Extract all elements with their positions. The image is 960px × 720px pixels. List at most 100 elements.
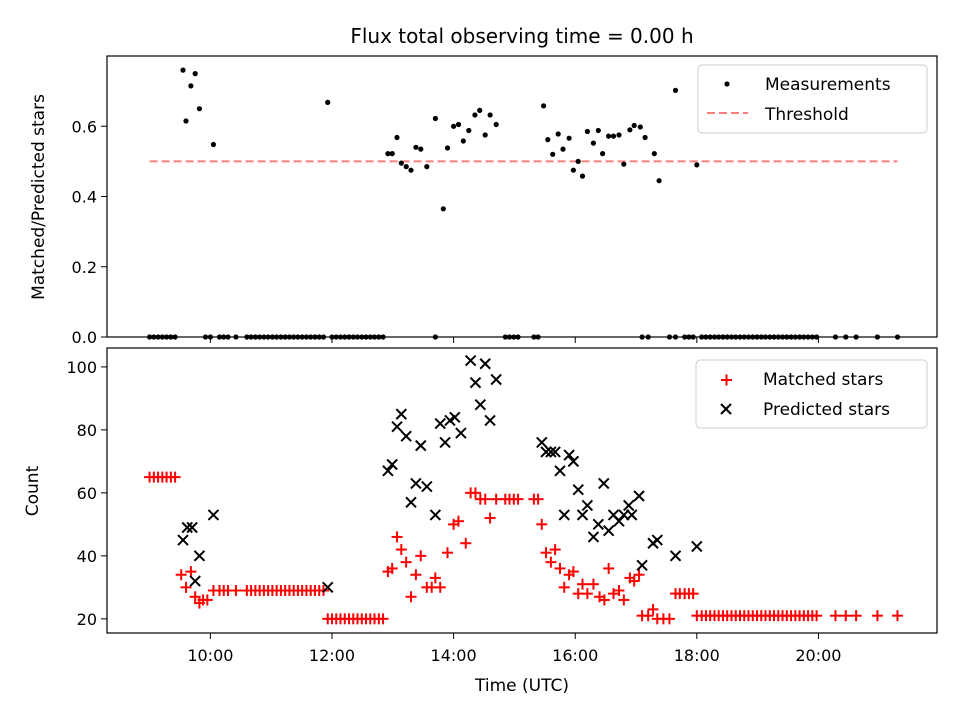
- legend-frame: [695, 359, 928, 429]
- upper-y-axis-label: Matched/Predicted stars: [29, 94, 49, 300]
- predicted-star-point: [189, 575, 201, 587]
- matched-star-point: [180, 581, 192, 593]
- matched-star-point: [479, 493, 491, 505]
- matched-star-point: [554, 562, 566, 574]
- predicted-star-point: [429, 509, 442, 521]
- legend-label-predicted: Predicted stars: [763, 400, 890, 420]
- predicted-star-point: [410, 477, 422, 490]
- measurement-point: [444, 145, 451, 151]
- matched-star-point: [891, 610, 903, 622]
- x-tick-label: 14:00: [431, 646, 477, 665]
- matched-star-point: [577, 578, 589, 590]
- measurement-point: [651, 151, 657, 157]
- y-tick-label: 0.6: [72, 117, 97, 136]
- measurement-point: [642, 134, 648, 141]
- x-tick-label: 12:00: [309, 646, 355, 665]
- predicted-star-point: [322, 581, 334, 594]
- measurement-point: [627, 127, 633, 133]
- matched-star-point: [840, 610, 852, 622]
- measurement-point: [584, 128, 591, 135]
- measurement-point: [385, 151, 391, 157]
- measurement-point: [466, 127, 472, 134]
- predicted-star-point: [554, 465, 566, 477]
- measurement-point: [550, 151, 556, 157]
- chart-title: Flux total observing time = 0.00 h: [350, 24, 693, 48]
- x-tick-label: 18:00: [674, 646, 720, 665]
- lower-legend: Matched stars Predicted stars: [695, 359, 928, 429]
- predicted-star-point: [474, 398, 487, 411]
- matched-star-point: [613, 584, 625, 596]
- matched-star-point: [558, 581, 570, 593]
- matched-star-point: [829, 610, 841, 622]
- matched-star-point: [442, 547, 454, 559]
- measurement-point: [487, 112, 493, 118]
- matched-star-point: [400, 556, 412, 568]
- matched-star-point: [871, 610, 883, 622]
- matched-star-point: [230, 584, 242, 596]
- measurement-point: [192, 71, 198, 77]
- matched-star-point: [391, 531, 403, 543]
- predicted-star-point: [576, 509, 589, 521]
- measurement-point: [595, 127, 601, 134]
- matched-star-point: [642, 610, 654, 622]
- predicted-star-point: [592, 518, 605, 531]
- measurement-point: [637, 124, 643, 130]
- measurement-point: [210, 141, 216, 148]
- predicted-star-point: [455, 427, 467, 439]
- predicted-star-point: [391, 421, 403, 433]
- measurement-point: [656, 178, 662, 184]
- y-tick-label: 0.0: [72, 328, 97, 347]
- predicted-star-point: [207, 509, 220, 521]
- x-tick-label: 20:00: [795, 646, 841, 665]
- legend-marker-predicted: [720, 403, 732, 415]
- measurement-point: [600, 151, 606, 157]
- legend-marker-measurements: [724, 81, 730, 87]
- measurement-point: [440, 206, 446, 212]
- upper-plot-frame: [106, 55, 938, 338]
- matched-star-point: [647, 603, 659, 615]
- measurement-point: [560, 146, 566, 152]
- measurement-point: [180, 67, 186, 73]
- measurement-point: [432, 115, 438, 122]
- predicted-star-point: [193, 550, 206, 562]
- stars-series: [144, 354, 903, 625]
- matched-star-point: [549, 544, 561, 556]
- predicted-star-point: [581, 499, 594, 512]
- predicted-star-point: [382, 465, 394, 477]
- measurement-point: [566, 135, 572, 141]
- matched-star-point: [189, 591, 201, 603]
- predicted-star-point: [386, 458, 398, 471]
- matched-star-point: [633, 569, 645, 581]
- measurement-point: [389, 151, 395, 157]
- matched-star-point: [811, 610, 823, 622]
- measurement-point: [403, 164, 409, 170]
- matched-star-point: [386, 562, 398, 574]
- matched-star-point: [540, 547, 552, 559]
- y-tick-label: 40: [77, 547, 97, 566]
- predicted-star-point: [177, 534, 189, 546]
- predicted-star-point: [623, 499, 635, 512]
- matched-star-point: [545, 556, 557, 568]
- matched-star-point: [512, 493, 524, 505]
- predicted-star-point: [484, 414, 496, 427]
- predicted-star-point: [572, 484, 584, 496]
- predicted-star-point: [405, 496, 417, 509]
- predicted-star-point: [490, 373, 502, 386]
- measurement-point: [398, 160, 404, 166]
- measurement-point: [631, 122, 637, 129]
- predicted-star-point: [669, 550, 682, 562]
- measurement-point: [672, 87, 679, 93]
- measurement-point: [394, 134, 400, 141]
- matched-star-point: [628, 575, 640, 587]
- matched-star-point: [687, 588, 699, 600]
- matched-star-point: [434, 581, 446, 593]
- predicted-star-point: [651, 534, 664, 546]
- predicted-star-point: [636, 559, 648, 571]
- matched-star-point: [663, 613, 675, 625]
- matched-star-point: [405, 591, 417, 603]
- matched-star-point: [175, 569, 187, 581]
- predicted-star-point: [626, 509, 638, 521]
- measurement-point: [694, 162, 700, 168]
- predicted-star-point: [434, 417, 446, 430]
- measurement-point: [451, 123, 457, 129]
